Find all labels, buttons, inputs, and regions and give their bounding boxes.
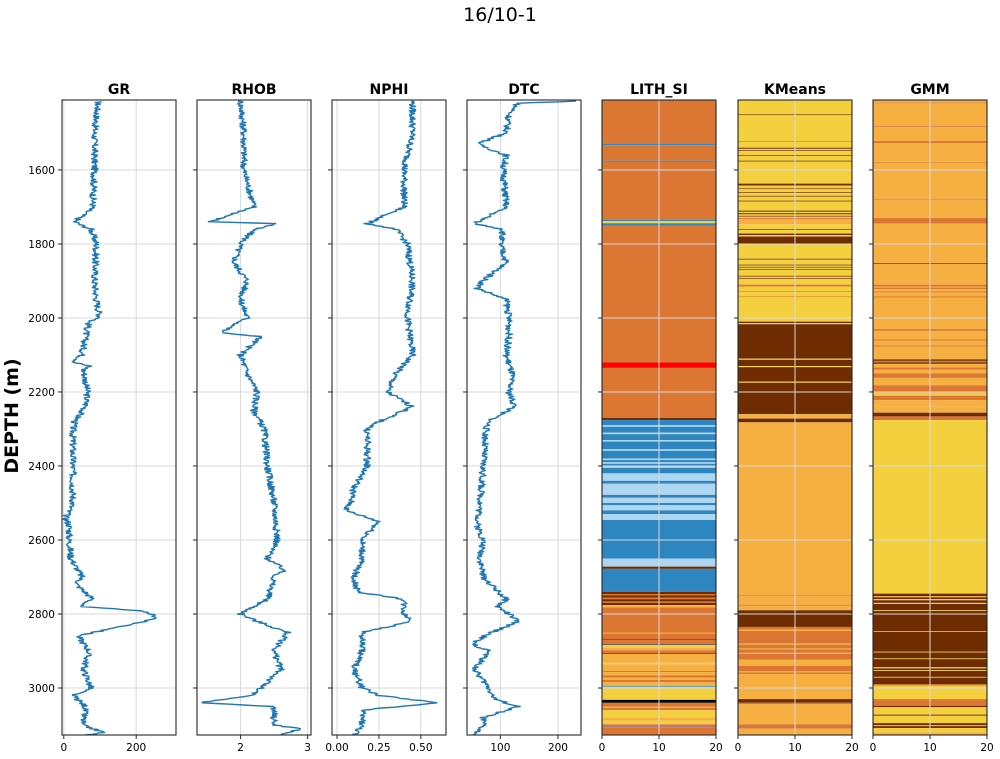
track-gr: 1600 1800 2000 2200 2400 2600 2800 3000 0 200 — [28, 99, 177, 754]
x-tick-label: 20 — [845, 742, 858, 754]
y-ticks — [734, 169, 738, 689]
x-ticks: 0 10 20 — [870, 735, 994, 754]
grid — [62, 100, 176, 735]
x-tick-label: 2 — [237, 742, 244, 754]
panel-title-gr: GR — [107, 82, 131, 98]
x-tick-label: 0.25 — [367, 742, 390, 754]
axes-frame — [61, 99, 177, 736]
axes-frame — [196, 99, 312, 736]
log-curve — [471, 100, 576, 735]
panel-title-dtc: DTC — [508, 82, 540, 98]
y-ticks: 1600 1800 2000 2200 2400 2600 2800 3000 — [28, 165, 62, 695]
y-ticks — [328, 169, 332, 689]
y-tick-label: 2800 — [28, 609, 55, 621]
y-tick-label: 2600 — [28, 535, 55, 547]
track-dtc: 100 200 — [463, 99, 582, 754]
x-ticks: 0.00 0.25 0.50 — [325, 735, 433, 754]
x-tick-label: 20 — [980, 742, 993, 754]
y-tick-label: 2200 — [28, 387, 55, 399]
x-tick-label: 0 — [870, 742, 877, 754]
x-tick-label: 200 — [126, 742, 146, 754]
x-ticks: 0 200 — [60, 735, 146, 754]
x-tick-label: 10 — [652, 742, 665, 754]
y-ticks — [463, 169, 467, 689]
log-curve — [343, 100, 438, 735]
track-gmm: 0 10 20 — [869, 99, 994, 754]
y-tick-label: 2400 — [28, 461, 55, 473]
axes-frame — [331, 99, 447, 736]
x-tick-label: 10 — [788, 742, 801, 754]
x-tick-label: 20 — [709, 742, 722, 754]
grid — [197, 100, 311, 735]
axes-frame — [466, 99, 582, 736]
track-nphi: 0.00 0.25 0.50 — [325, 99, 447, 754]
x-ticks: 100 200 — [490, 735, 568, 754]
figure-title: 16/10-1 — [463, 4, 537, 26]
x-tick-label: 100 — [490, 742, 510, 754]
log-curve — [201, 100, 302, 735]
x-tick-label: 10 — [923, 742, 936, 754]
x-tick-label: 0 — [599, 742, 606, 754]
y-tick-label: 1800 — [28, 239, 55, 251]
y-ticks — [869, 169, 873, 689]
x-tick-label: 0.50 — [409, 742, 432, 754]
x-tick-label: 0.00 — [325, 742, 348, 754]
y-tick-label: 1600 — [28, 165, 55, 177]
track-kmeans: 0 10 20 — [734, 99, 859, 754]
y-tick-label: 2000 — [28, 313, 55, 325]
x-tick-label: 3 — [304, 742, 311, 754]
panel-title-gmm: GMM — [910, 82, 950, 98]
x-tick-label: 0 — [735, 742, 742, 754]
x-ticks: 0 10 20 — [735, 735, 859, 754]
log-curve — [62, 101, 157, 735]
panel-title-lith-si: LITH_SI — [630, 82, 688, 98]
grid — [467, 100, 581, 735]
panel-title-kmeans: KMeans — [763, 82, 827, 98]
track-lith-si: 0 10 20 — [598, 99, 723, 754]
y-tick-label: 3000 — [28, 683, 55, 695]
x-tick-label: 200 — [548, 742, 568, 754]
y-ticks — [598, 169, 602, 689]
x-ticks: 0 10 20 — [599, 735, 723, 754]
y-ticks — [193, 169, 197, 689]
x-tick-label: 0 — [60, 742, 67, 754]
panel-title-nphi: NPHI — [369, 82, 409, 98]
panel-title-rhob: RHOB — [231, 82, 277, 98]
